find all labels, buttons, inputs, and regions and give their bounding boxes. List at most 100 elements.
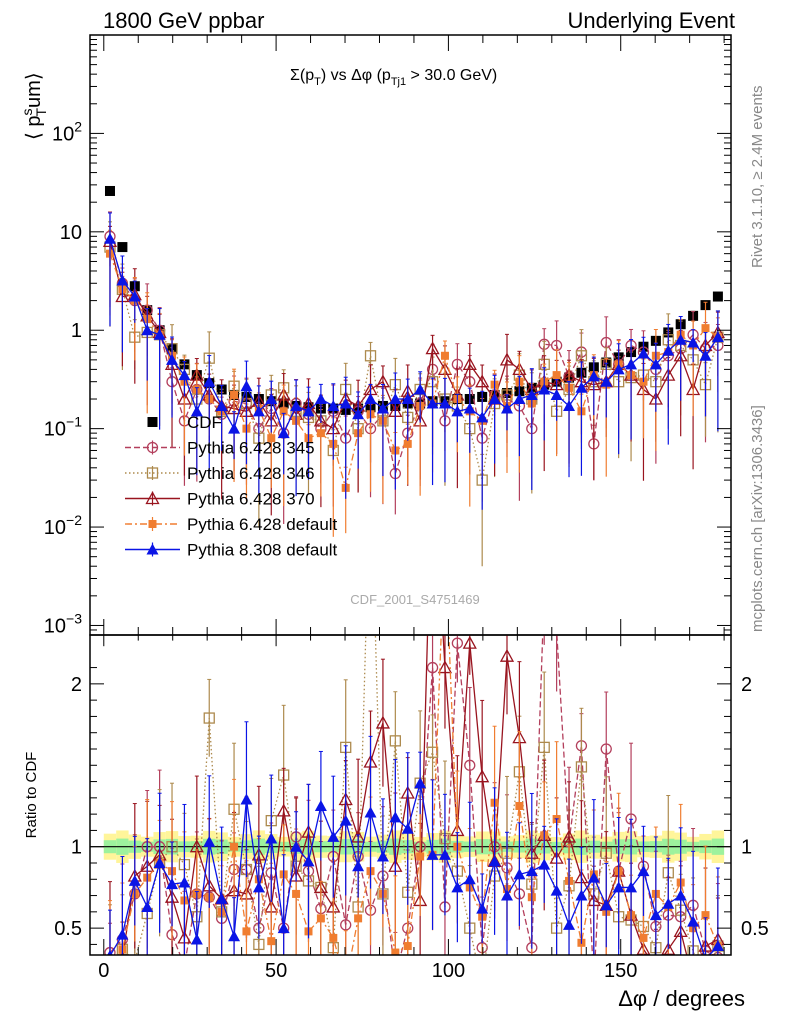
data-point bbox=[639, 933, 648, 942]
data-point bbox=[426, 848, 439, 860]
data-point bbox=[190, 405, 203, 417]
data-point bbox=[425, 341, 440, 355]
ratio-series-py6def bbox=[107, 635, 722, 955]
data-point bbox=[292, 889, 301, 898]
data-point bbox=[701, 911, 710, 920]
ratio-panel: 0 50 100 150 0.5 0.5 1 1 2 2 bbox=[54, 35, 769, 982]
data-point bbox=[316, 914, 325, 923]
ratio-frame bbox=[89, 634, 732, 956]
data-point bbox=[575, 889, 588, 901]
data-point bbox=[141, 324, 154, 336]
data-point bbox=[500, 889, 513, 901]
data-point bbox=[637, 865, 650, 877]
data-point bbox=[276, 803, 291, 817]
data-point bbox=[329, 933, 338, 942]
main-title: Σ(pT) vs Δφ (pTj1 > 30.0 GeV) bbox=[290, 67, 497, 88]
legend-label: Pythia 6.428 345 bbox=[187, 439, 315, 458]
data-point bbox=[265, 393, 278, 405]
y-tick-label: 10 bbox=[60, 222, 82, 244]
x-axis-label: Δφ / degrees bbox=[618, 986, 745, 1011]
header-right: Underlying Event bbox=[567, 8, 735, 33]
legend-label: Pythia 6.428 346 bbox=[187, 464, 315, 483]
analysis-watermark: CDF_2001_S4751469 bbox=[350, 592, 479, 607]
main-ylabel: ⟨ psTum⟩ bbox=[19, 72, 49, 140]
data-point bbox=[650, 961, 662, 972]
data-point bbox=[426, 397, 439, 409]
data-point bbox=[166, 878, 179, 890]
data-point bbox=[711, 331, 724, 343]
data-point bbox=[316, 429, 325, 438]
data-point bbox=[203, 712, 215, 724]
data-point bbox=[513, 868, 526, 880]
data-point bbox=[391, 948, 400, 955]
data-point bbox=[389, 735, 401, 747]
data-point bbox=[538, 858, 551, 870]
data-point bbox=[340, 919, 352, 931]
data-point bbox=[575, 381, 588, 393]
data-point bbox=[462, 357, 477, 371]
data-point bbox=[215, 892, 228, 904]
data-point bbox=[649, 909, 662, 921]
data-point bbox=[352, 860, 365, 872]
data-point bbox=[354, 914, 363, 923]
legend-item-cdf: CDF bbox=[147, 413, 222, 432]
data-point bbox=[426, 661, 439, 674]
data-point bbox=[253, 938, 265, 951]
data-point bbox=[302, 405, 315, 417]
data-point bbox=[147, 417, 158, 427]
data-point bbox=[440, 351, 449, 360]
data-point bbox=[637, 347, 650, 359]
data-point bbox=[711, 940, 724, 952]
data-point bbox=[230, 842, 239, 851]
ratio-y-tick-label: 0.5 bbox=[54, 918, 82, 940]
data-point bbox=[215, 399, 228, 411]
data-point bbox=[389, 393, 402, 405]
ratio-y-tick-label: 1 bbox=[71, 837, 82, 859]
data-point bbox=[279, 407, 288, 416]
data-point bbox=[499, 648, 515, 662]
data-point bbox=[146, 543, 159, 555]
data-point bbox=[475, 769, 490, 783]
data-point bbox=[401, 822, 414, 834]
data-point bbox=[438, 397, 451, 409]
data-point bbox=[476, 902, 489, 914]
data-point bbox=[128, 874, 141, 886]
data-point bbox=[563, 399, 576, 411]
data-point bbox=[190, 933, 203, 945]
data-point bbox=[104, 185, 115, 196]
data-point bbox=[153, 328, 166, 340]
legend-item-py345: Pythia 6.428 345 bbox=[125, 439, 315, 458]
data-point bbox=[414, 383, 427, 395]
x-tick-label: 50 bbox=[265, 960, 287, 982]
data-point bbox=[277, 427, 290, 439]
y-tick-label: 10−2 bbox=[44, 512, 82, 539]
data-point bbox=[687, 915, 700, 927]
data-point bbox=[290, 840, 303, 852]
data-point bbox=[600, 743, 612, 755]
data-point bbox=[130, 956, 140, 966]
data-point bbox=[290, 399, 303, 411]
header-left: 1800 GeV ppbar bbox=[103, 8, 264, 33]
data-point bbox=[575, 761, 588, 773]
y-tick-label: 1 bbox=[71, 320, 82, 342]
legend-label: Pythia 6.428 default bbox=[187, 515, 338, 534]
data-point bbox=[625, 881, 638, 893]
ratio-ylabel: Ratio to CDF bbox=[23, 752, 40, 839]
data-point bbox=[178, 369, 191, 381]
data-point bbox=[141, 900, 154, 912]
data-point bbox=[488, 393, 501, 405]
data-point bbox=[463, 402, 476, 414]
data-point bbox=[515, 801, 524, 810]
data-point bbox=[403, 439, 412, 448]
data-point bbox=[146, 441, 159, 454]
data-point bbox=[179, 961, 189, 971]
ratio-y-tick-label-right: 1 bbox=[741, 837, 752, 859]
data-point bbox=[116, 928, 129, 940]
ratio-series-line bbox=[122, 635, 719, 955]
data-point bbox=[513, 393, 526, 405]
ratio-y-tick-label: 2 bbox=[71, 674, 82, 696]
x-tick-label: 150 bbox=[604, 960, 637, 982]
data-point bbox=[438, 848, 451, 860]
data-point bbox=[117, 242, 128, 253]
